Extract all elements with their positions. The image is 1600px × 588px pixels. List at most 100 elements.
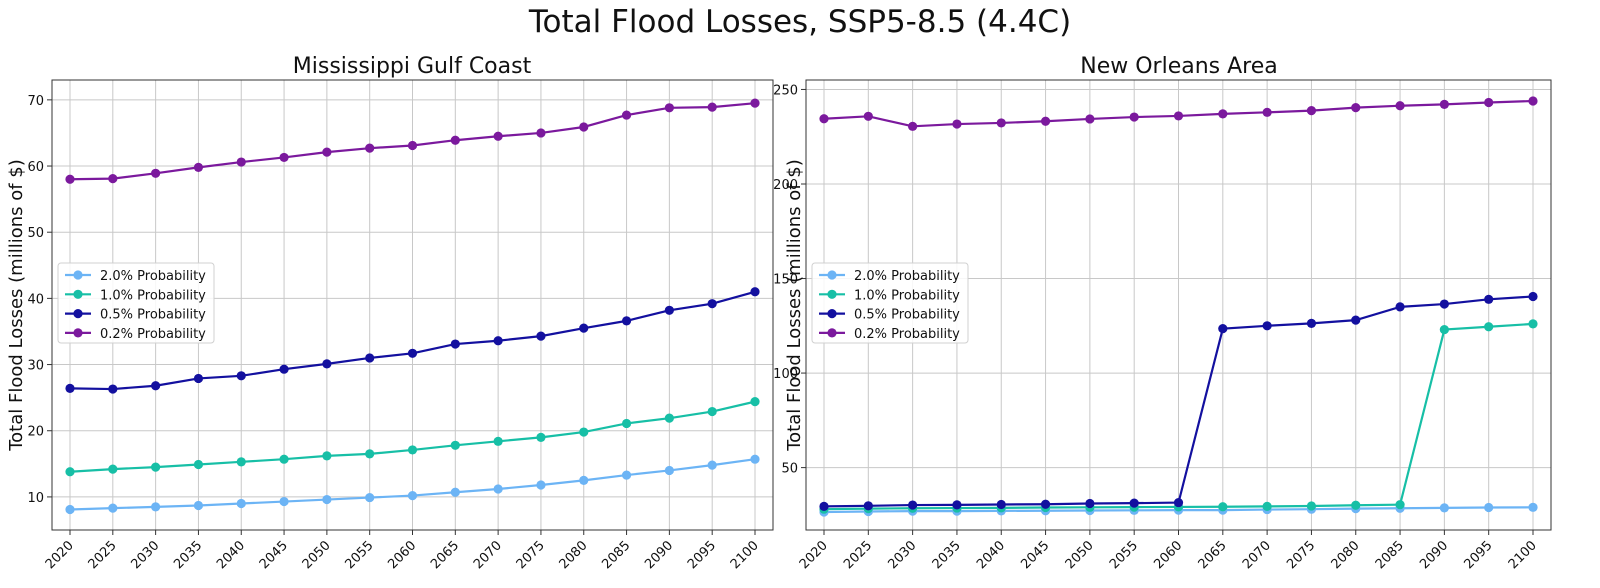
series-4 (819, 96, 1538, 131)
panel-title: New Orleans Area (1080, 54, 1278, 79)
x-tick-label: 2055 (343, 538, 377, 572)
data-point (1218, 109, 1228, 119)
legend-label: 0.5% Probability (100, 308, 206, 323)
data-point (493, 436, 503, 446)
x-tick-label: 2090 (1417, 538, 1451, 572)
data-point (322, 451, 332, 461)
data-point (664, 465, 674, 476)
data-point (1439, 99, 1449, 109)
legend-label: 0.2% Probability (100, 327, 206, 342)
data-point (279, 364, 289, 374)
legend-marker (827, 289, 837, 299)
data-point (863, 111, 873, 121)
y-tick-label: 60 (27, 160, 44, 175)
panel-title: Mississippi Gulf Coast (293, 54, 532, 79)
data-point (407, 445, 418, 455)
data-point (1351, 103, 1361, 113)
series-1 (65, 454, 760, 515)
y-tick-label: 10 (27, 491, 44, 506)
data-point (236, 371, 246, 381)
data-point (493, 131, 503, 141)
data-point (407, 140, 418, 151)
data-point (1262, 321, 1272, 331)
legend-marker (73, 289, 83, 299)
x-tick-label: 2055 (1107, 538, 1141, 572)
series-2 (65, 397, 760, 477)
data-point (450, 135, 460, 145)
legend-marker (827, 270, 837, 280)
data-point (1085, 114, 1095, 124)
x-tick-label: 2060 (1151, 538, 1185, 572)
x-tick-label: 2060 (385, 538, 419, 572)
data-point (1085, 498, 1095, 509)
data-point (707, 299, 717, 309)
x-tick-label: 2025 (841, 538, 875, 572)
legend-label: 2.0% Probability (100, 269, 206, 284)
x-tick-label: 2085 (599, 538, 633, 572)
data-point (151, 502, 161, 512)
data-point (952, 500, 962, 510)
data-point (536, 432, 546, 442)
data-point (579, 122, 589, 132)
data-point (996, 118, 1006, 128)
data-point (908, 500, 918, 510)
data-point (193, 373, 204, 384)
data-point (1351, 315, 1361, 325)
x-tick-label: 2040 (974, 538, 1008, 572)
data-point (1439, 299, 1449, 309)
data-point (1306, 106, 1317, 116)
legend-label: 1.0% Probability (100, 288, 206, 303)
x-tick-label: 2035 (171, 538, 205, 572)
y-tick-label: 50 (27, 226, 44, 241)
data-point (151, 381, 161, 391)
data-point (536, 480, 546, 490)
data-point (1129, 498, 1139, 508)
x-tick-label: 2045 (257, 538, 291, 572)
x-tick-label: 2080 (1329, 538, 1363, 572)
data-point (151, 462, 161, 472)
y-axis-label: Total Flood Losses (millions of $) (784, 159, 805, 452)
y-tick-label: 150 (773, 273, 798, 288)
data-point (1484, 97, 1494, 108)
legend-label: 1.0% Probability (854, 288, 960, 303)
data-point (750, 98, 760, 108)
x-tick-label: 2035 (930, 538, 964, 572)
data-point (450, 339, 460, 349)
data-point (621, 418, 632, 429)
y-tick-label: 250 (773, 83, 798, 98)
data-point (1262, 107, 1272, 117)
data-point (65, 174, 75, 184)
y-tick-label: 30 (27, 359, 44, 374)
x-tick-label: 2100 (728, 538, 762, 572)
data-point (1395, 500, 1405, 510)
y-tick-label: 200 (773, 178, 798, 193)
data-point (664, 103, 674, 113)
data-point (450, 440, 460, 450)
data-point (365, 353, 375, 363)
data-point (707, 460, 717, 470)
legend-box (57, 262, 215, 344)
data-point (108, 464, 118, 474)
legend-marker (73, 328, 83, 338)
x-tick-label: 2090 (642, 538, 676, 572)
y-axis-label: Total Flood Losses (millions of $) (6, 159, 27, 452)
data-point (819, 114, 829, 124)
data-point (863, 501, 873, 511)
data-point (407, 348, 418, 358)
data-point (236, 457, 246, 467)
legend: 2.0% Probability 1.0% Probability 0.5% Pro… (811, 262, 969, 344)
data-point (151, 168, 161, 178)
data-point (1439, 503, 1449, 513)
x-tick-label: 2065 (1196, 538, 1230, 572)
figure-title: Total Flood Losses, SSP5-8.5 (4.4C) (528, 4, 1072, 40)
data-point (322, 494, 332, 505)
data-point (279, 454, 289, 464)
data-point (1351, 500, 1361, 510)
x-tick-label: 2050 (300, 538, 334, 572)
data-point (493, 336, 503, 346)
data-point (1439, 324, 1449, 335)
data-point (65, 467, 75, 477)
data-point (279, 152, 289, 163)
